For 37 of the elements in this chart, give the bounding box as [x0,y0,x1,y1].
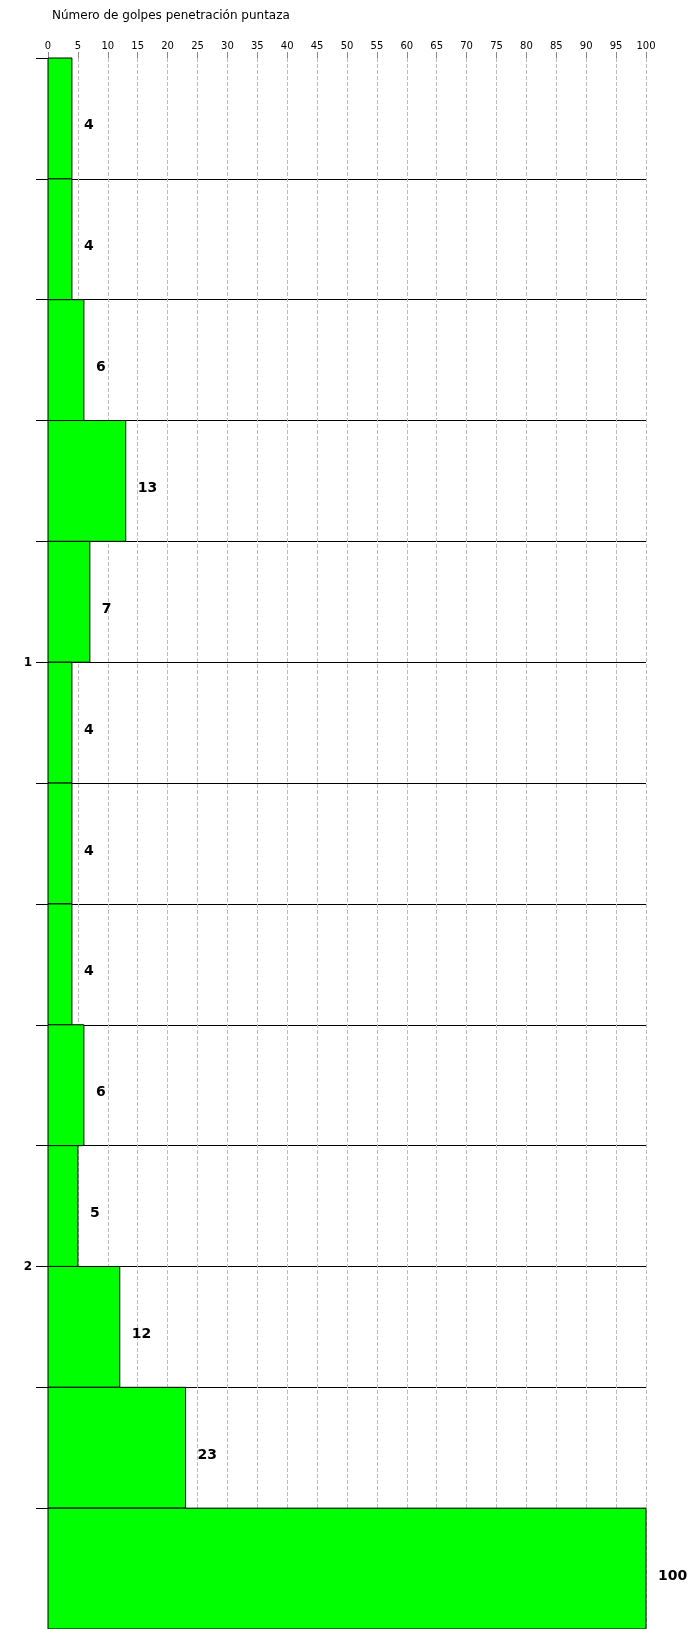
x-tick-label: 45 [310,39,324,51]
data-label: 12 [131,1324,152,1341]
y-tick-label: 2 [23,1259,32,1274]
data-label: 13 [137,478,158,495]
x-tick-label: 70 [460,39,473,51]
x-tick-label: 20 [161,39,174,51]
x-tick-label: 65 [430,39,444,51]
data-label: 4 [83,720,94,737]
x-tick-label: 30 [221,39,234,51]
data-label: 100 [658,1566,688,1583]
x-tick-label: 80 [520,39,533,51]
x-tick-label: 25 [191,39,204,51]
x-tick-label: 0 [44,39,52,51]
x-tick-label: 15 [131,39,145,51]
data-label: 6 [95,1083,106,1100]
x-tick-label: 95 [609,39,623,51]
data-label: 4 [83,116,94,133]
data-label: 4 [83,841,94,858]
data-label: 4 [83,962,94,979]
x-tick-label: 5 [74,39,82,51]
x-tick-label: 35 [250,39,264,51]
data-label: 6 [95,358,106,375]
x-tick-label: 10 [101,39,115,51]
x-tick-label: 50 [340,39,354,51]
x-tick-label: 40 [280,39,294,51]
x-tick-label: 75 [490,39,503,51]
x-tick-label: 85 [549,39,563,51]
data-label: 23 [197,1445,218,1462]
x-tick-label: 60 [400,39,414,51]
data-label: 7 [101,599,112,616]
data-label: 5 [89,1204,100,1221]
x-axis-title: Número de golpes penetración puntaza [52,8,290,22]
x-tick-label: 55 [370,39,384,51]
x-tick-label: 90 [579,39,593,51]
data-label: 4 [83,237,94,254]
x-tick-label: 100 [636,39,656,51]
y-tick-label: 1 [23,655,32,670]
